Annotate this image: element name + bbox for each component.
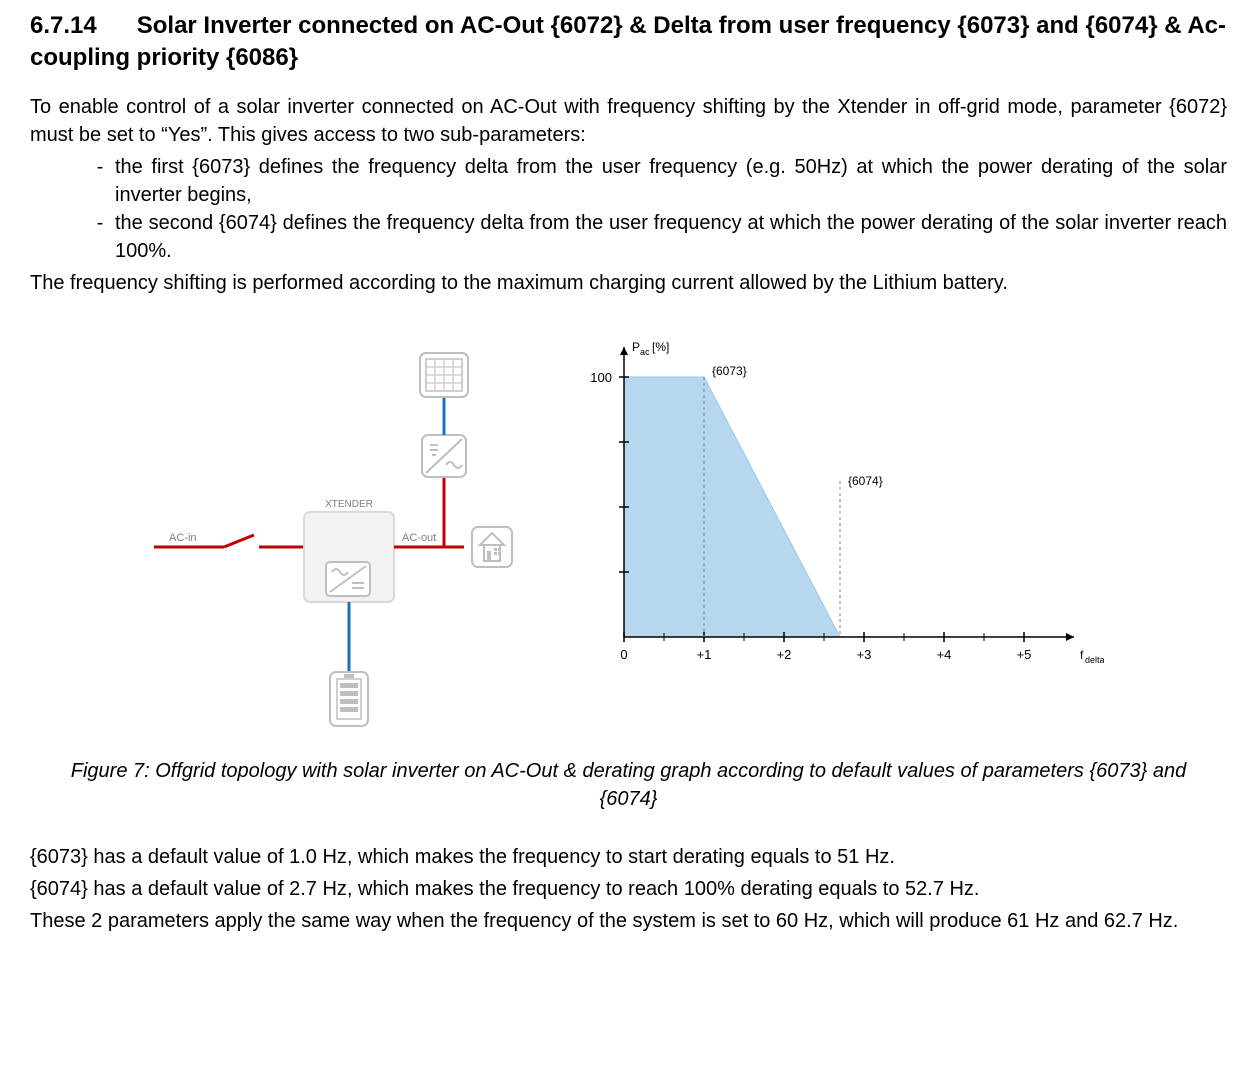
figure-area: AC-in XTENDER AC-out bbox=[30, 317, 1227, 737]
x-tick-label: +3 bbox=[856, 647, 871, 662]
y-axis-arrow bbox=[620, 347, 628, 355]
derating-chart: 100Pac[%]0+1+2+3+4+5fdelta[Hz]{6073}{607… bbox=[544, 317, 1104, 677]
post-paragraph: {6073} has a default value of 1.0 Hz, wh… bbox=[30, 843, 1227, 871]
solar-panel-icon bbox=[420, 353, 468, 397]
x-tick-label: 0 bbox=[620, 647, 627, 662]
ac-out-label: AC-out bbox=[402, 532, 436, 544]
y-tick-label: 100 bbox=[590, 370, 612, 385]
marker-6073-label: {6073} bbox=[712, 364, 747, 378]
house-icon bbox=[472, 527, 512, 567]
bullet-item: - the second {6074} defines the frequenc… bbox=[30, 209, 1227, 265]
bullet-dash: - bbox=[85, 153, 115, 209]
bullet-item: - the first {6073} defines the frequency… bbox=[30, 153, 1227, 209]
marker-6074-label: {6074} bbox=[848, 474, 883, 488]
battery-icon bbox=[330, 672, 368, 726]
y-axis-label-unit: [%] bbox=[652, 340, 669, 354]
chart-area bbox=[624, 377, 840, 637]
section-title: Solar Inverter connected on AC-Out {6072… bbox=[30, 12, 1226, 71]
xtender-label: XTENDER bbox=[325, 499, 373, 510]
ac-in-label: AC-in bbox=[169, 532, 197, 544]
x-axis-label-sub: delta bbox=[1085, 655, 1104, 665]
page-root: 6.7.14Solar Inverter connected on AC-Out… bbox=[0, 0, 1257, 969]
section-heading: 6.7.14Solar Inverter connected on AC-Out… bbox=[30, 10, 1227, 75]
bullet-list: - the first {6073} defines the frequency… bbox=[30, 153, 1227, 265]
bullet-text: the first {6073} defines the frequency d… bbox=[115, 153, 1227, 209]
bullet-text: the second {6074} defines the frequency … bbox=[115, 209, 1227, 265]
solar-inverter-icon bbox=[422, 435, 466, 477]
x-axis-arrow bbox=[1066, 633, 1074, 641]
y-axis-label: P bbox=[632, 340, 640, 354]
intro-paragraph: To enable control of a solar inverter co… bbox=[30, 93, 1227, 149]
post-paragraph: {6074} has a default value of 2.7 Hz, wh… bbox=[30, 875, 1227, 903]
topology-diagram: AC-in XTENDER AC-out bbox=[154, 317, 514, 737]
x-axis-label: f bbox=[1080, 648, 1084, 662]
section-number: 6.7.14 bbox=[30, 10, 97, 42]
inverter-icon bbox=[326, 562, 370, 596]
bullet-dash: - bbox=[85, 209, 115, 265]
x-tick-label: +2 bbox=[776, 647, 791, 662]
x-tick-label: +4 bbox=[936, 647, 951, 662]
y-axis-label-sub: ac bbox=[640, 347, 650, 357]
x-tick-label: +1 bbox=[696, 647, 711, 662]
after-bullets-paragraph: The frequency shifting is performed acco… bbox=[30, 269, 1227, 297]
figure-caption: Figure 7: Offgrid topology with solar in… bbox=[70, 757, 1187, 813]
post-paragraph: These 2 parameters apply the same way wh… bbox=[30, 907, 1227, 935]
x-tick-label: +5 bbox=[1016, 647, 1031, 662]
